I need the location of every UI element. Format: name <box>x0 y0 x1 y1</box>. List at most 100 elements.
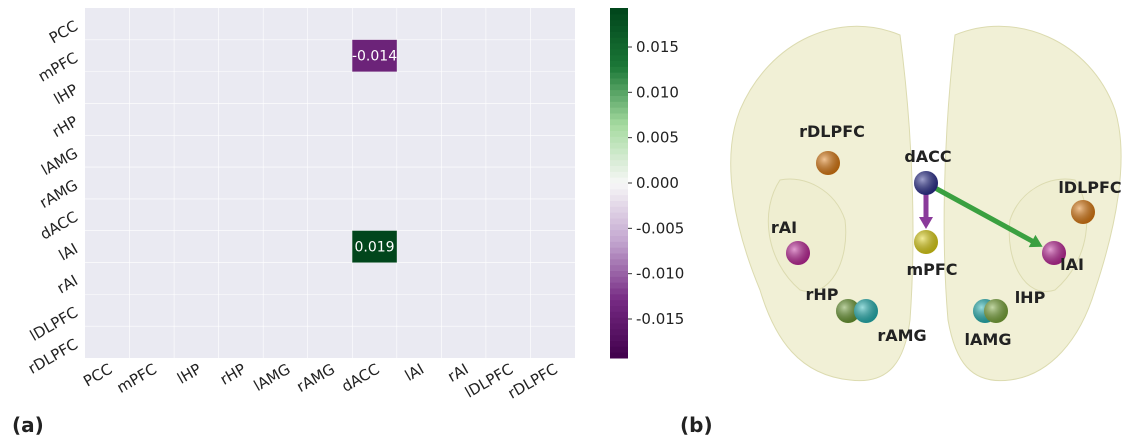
x-tick-label: lAMG <box>251 360 294 395</box>
node-label: rHP <box>805 285 838 304</box>
y-tick-label: rAMG <box>36 176 81 212</box>
panel-label: (a) <box>12 413 44 437</box>
cell-label: -0.014 <box>352 49 397 65</box>
colorbar-segment <box>610 96 628 102</box>
colorbar-segment <box>610 37 628 43</box>
colorbar-tick-label: 0.005 <box>636 129 679 147</box>
colorbar-segment <box>610 189 628 195</box>
figure: (a) (b) -0.0140.019PCCmPFClHPrHPlAMGrAMG… <box>0 0 1130 442</box>
x-tick-label: rAMG <box>293 360 338 396</box>
x-tick-label: dACC <box>338 360 382 396</box>
colorbar-segment <box>610 154 628 160</box>
node-label: lAMG <box>965 330 1012 349</box>
colorbar-segment <box>610 148 628 154</box>
node-label: mPFC <box>906 260 957 279</box>
node-shade <box>1071 200 1095 224</box>
colorbar-segment <box>610 311 628 317</box>
colorbar-segment <box>610 160 628 166</box>
heatmap-background <box>85 8 575 358</box>
node-label: lAI <box>1060 255 1084 274</box>
colorbar-segment <box>610 131 628 137</box>
colorbar-segment <box>610 265 628 271</box>
y-tick-label: lHP <box>51 80 81 108</box>
x-tick-label: lAI <box>402 360 427 385</box>
colorbar-segment <box>610 335 628 341</box>
colorbar-segment <box>610 166 628 172</box>
colorbar-segment <box>610 300 628 306</box>
y-tick-label: rHP <box>49 112 81 141</box>
node-label: lDLPFC <box>1058 178 1121 197</box>
colorbar-segment <box>610 31 628 37</box>
panel-label: (b) <box>680 413 713 437</box>
colorbar-segment <box>610 61 628 67</box>
colorbar-segment <box>610 352 628 358</box>
node-label: lHP <box>1015 288 1046 307</box>
node-shade <box>914 171 938 195</box>
colorbar-segment <box>610 107 628 113</box>
colorbar-segment <box>610 206 628 212</box>
colorbar-segment <box>610 218 628 224</box>
colorbar-segment <box>610 49 628 55</box>
colorbar-segment <box>610 171 628 177</box>
colorbar-segment <box>610 113 628 119</box>
colorbar-segment <box>610 90 628 96</box>
node-shade <box>984 299 1008 323</box>
node-label: dACC <box>904 147 951 166</box>
x-tick-label: PCC <box>80 360 115 391</box>
y-tick-label: PCC <box>46 17 81 48</box>
colorbar-segment <box>610 341 628 347</box>
colorbar-segment <box>610 306 628 312</box>
node-shade <box>914 230 938 254</box>
colorbar-segment <box>610 346 628 352</box>
colorbar-segment <box>610 259 628 265</box>
colorbar-segment <box>610 294 628 300</box>
colorbar-segment <box>610 26 628 32</box>
y-tick-label: mPFC <box>35 49 81 86</box>
colorbar-tick-label: 0.010 <box>636 83 679 101</box>
colorbar-segment <box>610 253 628 259</box>
colorbar-segment <box>610 317 628 323</box>
x-tick-label: rDLPFC <box>505 360 561 403</box>
colorbar-segment <box>610 14 628 20</box>
colorbar-segment <box>610 236 628 242</box>
node-label: rDLPFC <box>799 122 865 141</box>
node-shade <box>854 299 878 323</box>
colorbar-segment <box>610 276 628 282</box>
colorbar-segment <box>610 241 628 247</box>
colorbar-segment <box>610 212 628 218</box>
y-tick-label: lAI <box>56 240 81 265</box>
x-tick-label: mPFC <box>114 360 160 397</box>
colorbar-tick-label: 0.000 <box>636 174 679 192</box>
colorbar-segment <box>610 282 628 288</box>
colorbar-tick-label: -0.010 <box>636 265 684 283</box>
x-tick-label: lDLPFC <box>462 360 516 402</box>
colorbar-segment <box>610 224 628 230</box>
x-tick-label: lHP <box>174 360 204 388</box>
colorbar-segment <box>610 195 628 201</box>
colorbar-segment <box>610 119 628 125</box>
colorbar-segment <box>610 201 628 207</box>
colorbar-segment <box>610 125 628 131</box>
colorbar-segment <box>610 329 628 335</box>
y-tick-label: rAI <box>54 271 81 297</box>
colorbar-segment <box>610 247 628 253</box>
colorbar-segment <box>610 230 628 236</box>
colorbar-segment <box>610 78 628 84</box>
colorbar-segment <box>610 66 628 72</box>
colorbar-segment <box>610 84 628 90</box>
colorbar-segment <box>610 136 628 142</box>
colorbar-segment <box>610 8 628 14</box>
node-label: rAI <box>771 218 797 237</box>
node-shade <box>786 241 810 265</box>
colorbar-segment <box>610 55 628 61</box>
colorbar-segment <box>610 183 628 189</box>
colorbar-segment <box>610 288 628 294</box>
colorbar-segment <box>610 72 628 78</box>
colorbar-segment <box>610 271 628 277</box>
node-shade <box>816 151 840 175</box>
edge-arrow <box>919 217 933 229</box>
node-label: rAMG <box>877 326 926 345</box>
colorbar-segment <box>610 43 628 49</box>
colorbar-segment <box>610 101 628 107</box>
colorbar-segment <box>610 177 628 183</box>
